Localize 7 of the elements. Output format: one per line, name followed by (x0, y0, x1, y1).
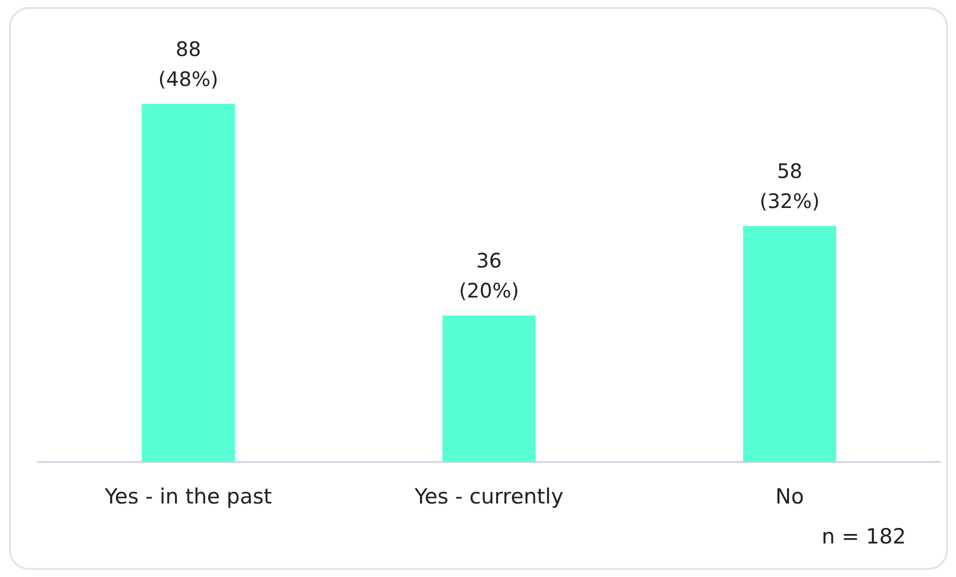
text: n = 182 (822, 524, 906, 548)
data-label: 88 (48%) (158, 36, 218, 91)
x-tick-label: Yes - currently (414, 484, 564, 508)
data-label: 36 (20%) (458, 248, 520, 302)
x-tick-label: No (775, 484, 804, 508)
data-label: 58 (32%) (760, 158, 820, 213)
x-tick-label: Yes - in the past (104, 484, 272, 508)
